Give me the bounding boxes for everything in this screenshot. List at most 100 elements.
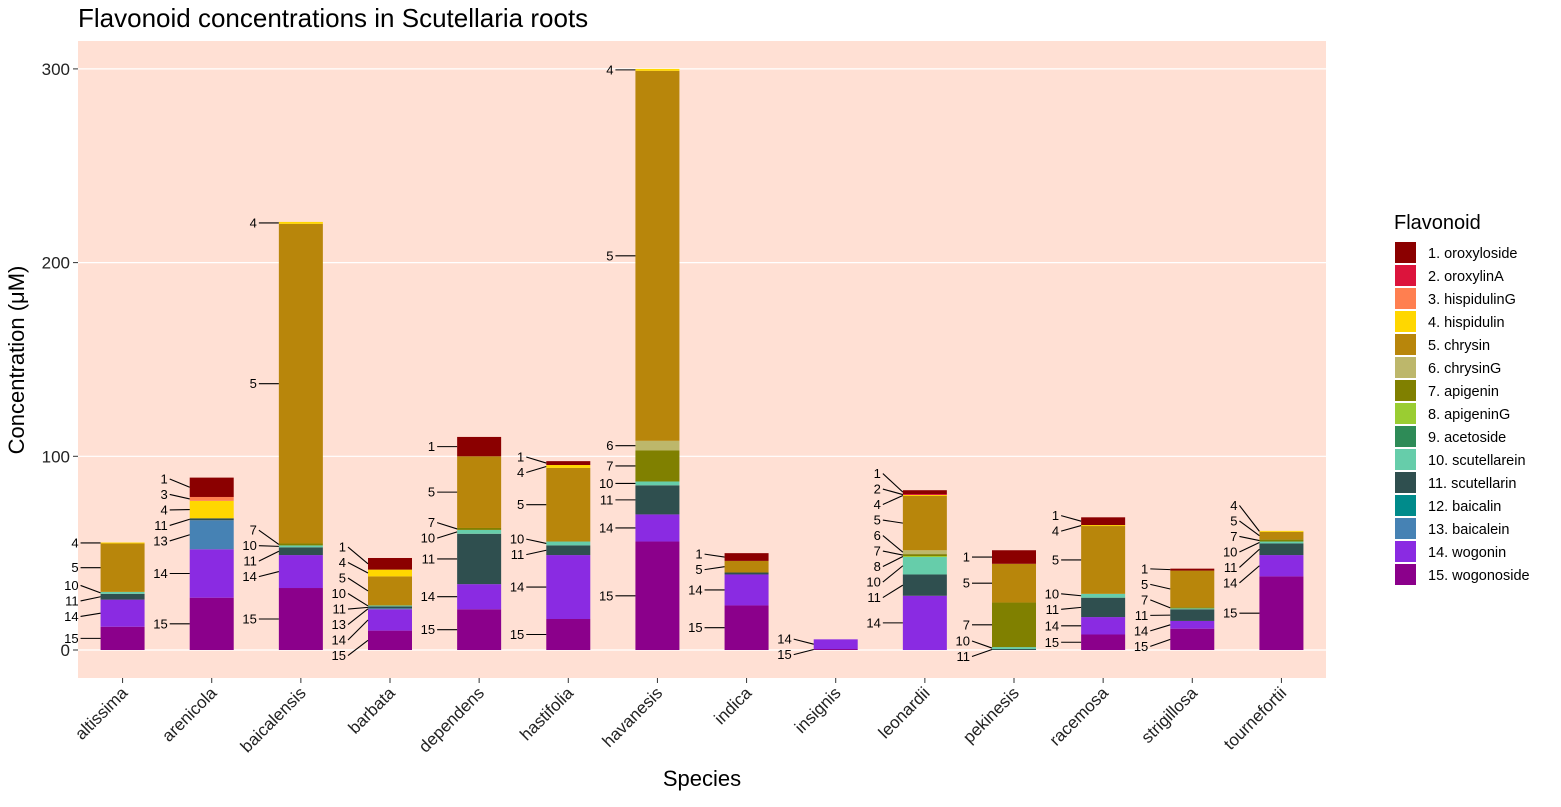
y-tick-label: 300 [42,60,70,79]
legend-swatch-1 [1395,242,1416,263]
segment-label: 7 [606,458,613,473]
segment-leader-line [882,565,904,583]
bar-segment-6 [635,440,680,451]
segment-label: 8 [874,559,881,574]
segment-label: 11 [333,602,347,617]
segment-label: 11 [65,593,79,608]
segment-label: 5 [428,485,435,500]
segment-leader-line [347,546,369,565]
bar-segment-7 [902,554,947,557]
segment-leader-line [1150,583,1171,590]
legend-swatch-2 [1395,265,1416,286]
segment-label: 4 [606,62,613,77]
bar-segment-5 [992,563,1036,603]
segment-label: 15 [332,648,346,663]
x-tick-label: strigillosa [1138,683,1202,747]
bar-segment-15 [724,605,769,650]
bar-segment-15 [1081,634,1126,650]
bar-segment-10 [992,647,1036,650]
bar-segment-10 [546,541,591,546]
segment-label: 10 [332,586,346,601]
bar-segment-5 [635,70,680,441]
segment-leader-line [258,550,280,562]
legend-label-9: 9. acetoside [1428,430,1506,446]
bar-segment-1 [546,461,591,466]
bar-segment-15 [813,649,858,650]
segment-label: 7 [1230,529,1237,544]
segment-leader-line [882,584,904,599]
segment-label: 5 [695,562,702,577]
segment-leader-line [80,584,101,594]
x-tick-label: dependens [415,683,488,756]
x-tick-label: racemosa [1046,683,1113,750]
bar-segment-5 [368,576,412,606]
bar-segment-10 [635,481,680,486]
bar-segment-1 [1170,568,1215,571]
bar-segment-7 [992,602,1036,648]
bar-segment-14 [546,555,591,620]
segment-leader-line [347,606,369,610]
legend-label-15: 15. wogonoside [1428,568,1530,584]
segment-label: 4 [517,465,524,480]
bar-segment-15 [189,597,234,650]
segment-leader-line [80,612,101,617]
bar-segment-14 [902,595,947,650]
bar-segment-10 [1170,608,1215,610]
segment-leader-line [882,473,904,493]
segment-label: 1 [874,466,881,481]
legend-label-3: 3. hispidulinG [1428,292,1516,308]
segment-label: 7 [963,617,970,632]
legend-label-7: 7. apigenin [1428,384,1499,400]
segment-label: 15 [1223,606,1237,621]
segment-leader-line [526,549,547,556]
bar-segment-15 [368,630,412,650]
bar-segment-4 [902,495,947,497]
legend-swatch-4 [1395,311,1416,332]
bar-segment-11 [635,485,680,515]
segment-label: 14 [1223,575,1237,590]
x-tick-label: indica [711,683,756,728]
segment-label: 15 [510,627,524,642]
y-tick-label: 100 [42,447,70,466]
legend-label-10: 10. scutellarein [1428,453,1526,469]
bar-segment-10 [1259,541,1304,544]
bar-segment-11 [278,547,323,556]
bar-segment-6 [902,550,947,555]
segment-label: 10 [242,538,256,553]
x-tick-label: tournefortii [1220,683,1290,753]
bar-segment-10 [1081,593,1126,598]
bar-segment-14 [457,584,502,610]
segment-label: 5 [1230,513,1237,528]
bar-segment-11 [992,649,1036,650]
segment-label: 7 [874,544,881,559]
segment-label: 11 [422,551,436,566]
segment-leader-line [1061,593,1082,597]
bar-segment-14 [278,555,323,589]
segment-label: 6 [874,528,881,543]
bar-segment-4 [1259,530,1304,532]
bar-segment-15 [457,609,502,650]
segment-label: 4 [1230,498,1237,513]
bar-segment-14 [635,514,680,542]
segment-leader-line [971,648,993,658]
segment-label: 13 [153,533,167,548]
segment-label: 4 [71,535,78,550]
segment-leader-line [971,640,993,649]
segment-leader-line [436,522,458,530]
bar-segment-3 [189,496,234,501]
x-tick-label: hastifolia [516,683,577,744]
bar-segment-11 [546,545,591,556]
segment-label: 14 [153,566,167,581]
segment-leader-line [169,493,190,500]
bar-segment-8 [902,556,947,558]
x-tick-label: barbata [345,683,400,738]
bar-segment-10 [278,545,323,548]
segment-label: 11 [511,547,525,562]
bars [100,68,1304,650]
bar-segment-11 [368,606,412,609]
segment-label: 10 [510,532,524,547]
segment-leader-line [436,531,458,539]
bar-segment-5 [100,543,145,592]
bar-segment-14 [100,599,145,627]
segment-leader-line [793,648,814,656]
